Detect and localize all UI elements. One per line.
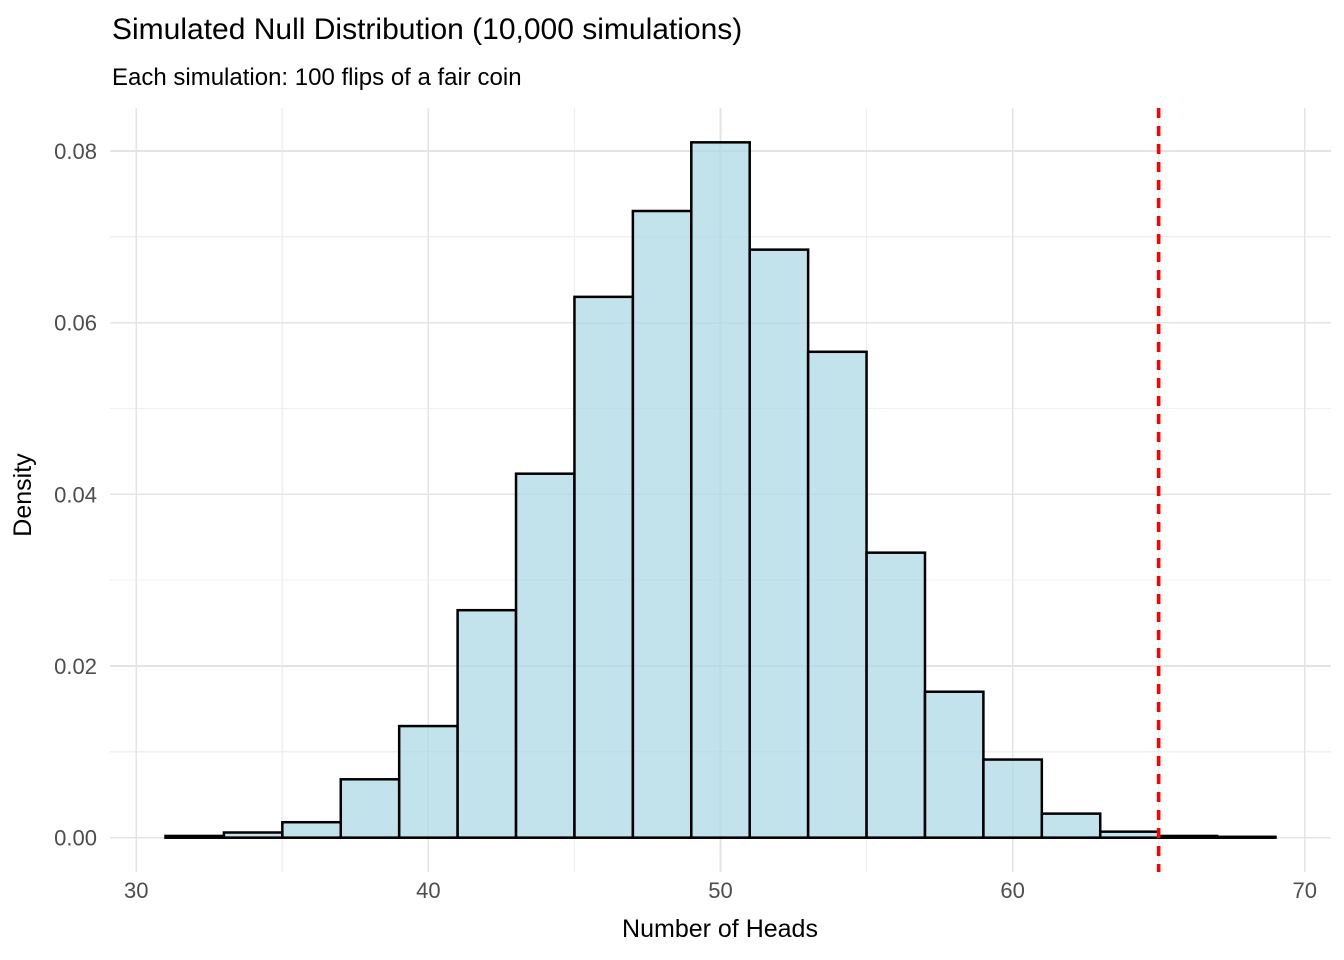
histogram-bar <box>982 758 1044 839</box>
histogram-bar <box>397 724 459 839</box>
histogram-bar <box>222 831 284 839</box>
chart-title: Simulated Null Distribution (10,000 simu… <box>112 13 742 46</box>
x-tick-label: 50 <box>708 878 732 903</box>
histogram-bars <box>164 141 1277 839</box>
x-tick-label: 30 <box>124 878 148 903</box>
y-tick-label: 0.06 <box>54 311 97 336</box>
histogram-bar <box>1157 834 1219 839</box>
histogram-bar <box>631 209 693 839</box>
histogram-bar <box>1215 835 1277 839</box>
y-tick-labels: 0.00 0.02 0.04 0.06 0.08 <box>54 139 97 851</box>
x-tick-labels: 30 40 50 60 70 <box>124 878 1317 903</box>
y-tick-label: 0.02 <box>54 654 97 679</box>
x-tick-label: 60 <box>1000 878 1024 903</box>
histogram-bar <box>573 295 635 839</box>
y-tick-label: 0.04 <box>54 482 97 507</box>
histogram-bar <box>690 141 751 839</box>
histogram-bar <box>1040 812 1102 839</box>
histogram-bar <box>748 248 810 839</box>
x-tick-label: 70 <box>1292 878 1316 903</box>
histogram-bar <box>456 608 518 839</box>
y-axis-title: Density <box>9 453 37 537</box>
y-tick-label: 0.08 <box>54 139 97 164</box>
chart-subtitle: Each simulation: 100 flips of a fair coi… <box>112 64 522 91</box>
histogram-bar <box>1098 830 1160 839</box>
histogram-bar <box>164 834 226 839</box>
histogram-bar <box>339 778 401 839</box>
x-axis-title: Number of Heads <box>622 915 818 943</box>
histogram-bar <box>923 690 985 839</box>
y-tick-label: 0.00 <box>54 826 97 851</box>
histogram-bar <box>865 551 927 839</box>
histogram-bar <box>281 820 343 839</box>
histogram-bar <box>806 350 868 839</box>
histogram-bar <box>514 472 576 839</box>
x-tick-label: 40 <box>416 878 440 903</box>
